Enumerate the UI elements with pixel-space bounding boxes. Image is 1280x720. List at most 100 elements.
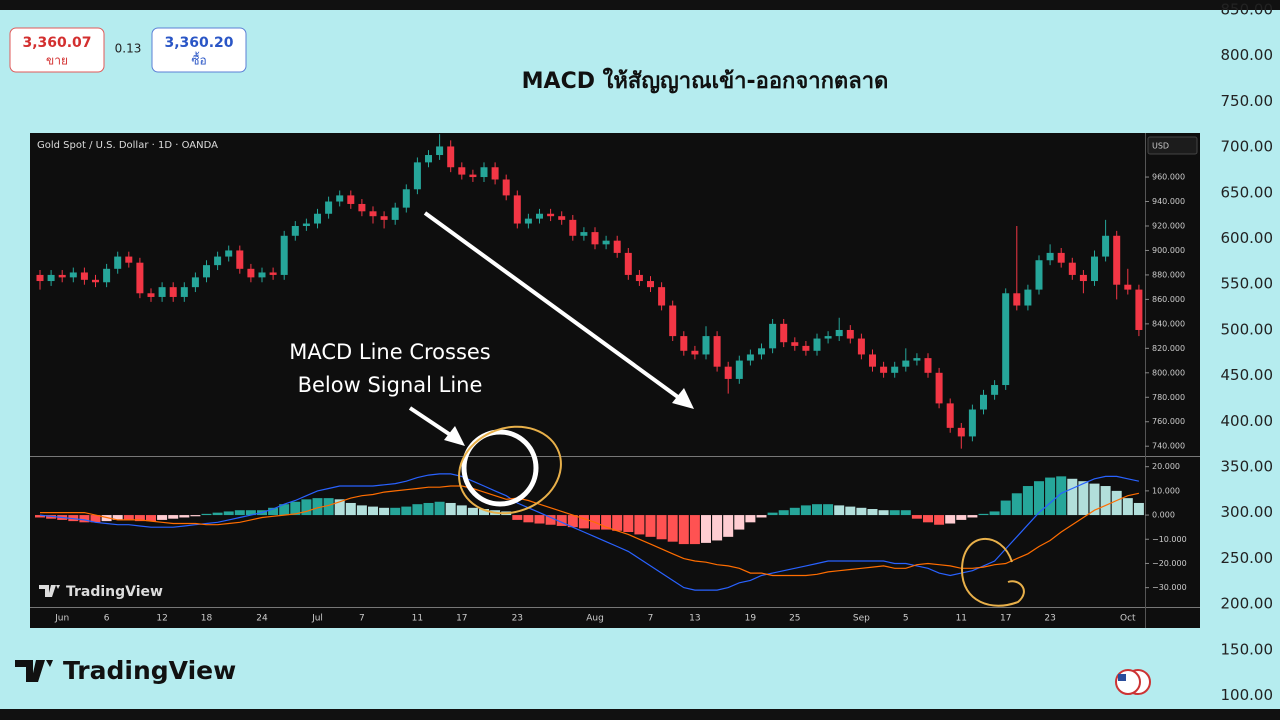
candle-body bbox=[780, 323, 788, 343]
histogram-bar bbox=[989, 511, 1000, 516]
spread: 0.13 bbox=[115, 42, 142, 56]
candle-body bbox=[36, 274, 44, 282]
candle-body bbox=[1091, 256, 1098, 282]
currency: USD bbox=[1152, 142, 1169, 151]
candle-body bbox=[946, 403, 954, 428]
ask-box[interactable] bbox=[151, 27, 247, 73]
histogram-bar bbox=[745, 515, 756, 523]
histogram-bar bbox=[812, 504, 822, 516]
candle-body bbox=[258, 272, 266, 278]
histogram-bar bbox=[467, 507, 478, 516]
flag-icon[interactable] bbox=[1115, 669, 1151, 695]
candle-body bbox=[280, 235, 288, 275]
annotation-line: Below Signal Line bbox=[298, 373, 483, 397]
currency-box[interactable] bbox=[1147, 136, 1198, 155]
candle-body bbox=[1002, 293, 1010, 386]
trend-arrow bbox=[423, 211, 684, 402]
histogram-bar bbox=[878, 510, 889, 516]
pointer-arrow bbox=[408, 406, 457, 440]
candle-body bbox=[469, 174, 477, 178]
highlight-circle bbox=[461, 429, 539, 507]
background-axis-label: 750.00 bbox=[1221, 92, 1274, 110]
candle-body bbox=[291, 225, 299, 236]
background-axis-label: 600.00 bbox=[1221, 229, 1274, 247]
histogram-bar bbox=[567, 515, 578, 528]
background-axis-label: 200.00 bbox=[1221, 595, 1274, 613]
histogram-bar bbox=[368, 506, 378, 516]
histogram-bar bbox=[834, 505, 845, 516]
symbol-label: Gold Spot / U.S. Dollar · 1D · OANDA bbox=[37, 140, 218, 151]
candle-body bbox=[602, 240, 610, 245]
candle-body bbox=[635, 274, 643, 282]
candle-body bbox=[413, 162, 421, 190]
histogram-bar bbox=[445, 502, 456, 516]
watermark-icon bbox=[39, 585, 60, 597]
candle-body bbox=[835, 329, 843, 337]
candle-body bbox=[402, 189, 410, 208]
flag-canton bbox=[1118, 674, 1126, 681]
histogram-bar bbox=[601, 515, 612, 530]
candle-body bbox=[924, 358, 932, 373]
plot: 960.000 940.000 920.000 900.000 880.000 860.0… bbox=[35, 134, 1187, 624]
candle-body bbox=[902, 360, 910, 367]
x-tick-label: 17 bbox=[1000, 614, 1011, 624]
histogram-bar bbox=[479, 509, 489, 516]
logo-icon bbox=[15, 660, 53, 682]
histogram-bar bbox=[301, 499, 312, 516]
histogram-bar bbox=[889, 510, 900, 516]
y-tick-label: 940.000 bbox=[1152, 197, 1185, 206]
candle-body bbox=[114, 256, 122, 269]
y-tick-label: 20.000 bbox=[1152, 462, 1180, 471]
x-tick-label: 17 bbox=[456, 614, 467, 624]
candle-body bbox=[813, 338, 821, 351]
candle-body bbox=[47, 274, 55, 282]
candle-body bbox=[591, 232, 599, 245]
histogram-bar bbox=[35, 515, 45, 518]
histogram-bar bbox=[146, 515, 156, 522]
annotation-line: MACD Line Crosses bbox=[289, 340, 491, 364]
y-tick-label: 960.000 bbox=[1152, 173, 1185, 182]
y-tick-label: −30.000 bbox=[1152, 583, 1187, 592]
background-axis-label: 350.00 bbox=[1221, 458, 1274, 476]
histogram-bar bbox=[190, 515, 201, 517]
candle-body bbox=[558, 216, 566, 220]
candle-body bbox=[691, 350, 699, 355]
histogram-bar bbox=[923, 515, 933, 523]
candle-body bbox=[425, 155, 432, 163]
page-title: MACD ให้สัญญาณเข้า-ออกจากตลาด bbox=[522, 67, 889, 94]
candle-body bbox=[624, 252, 632, 275]
candle-body bbox=[169, 287, 177, 297]
histogram-bar bbox=[678, 515, 689, 545]
y-tick-label: 860.000 bbox=[1152, 295, 1185, 304]
x-tick-label: 5 bbox=[903, 614, 909, 624]
candle-body bbox=[358, 203, 366, 212]
candle-body bbox=[713, 336, 721, 367]
x-tick-label: 12 bbox=[156, 614, 167, 624]
background-axis-label: 700.00 bbox=[1221, 138, 1274, 156]
candle-body bbox=[1124, 284, 1132, 290]
histogram-bar bbox=[201, 513, 212, 516]
x-tick-label: Sep bbox=[853, 614, 870, 624]
candle-body bbox=[458, 167, 466, 175]
histogram-bar bbox=[401, 506, 412, 516]
candle-body bbox=[980, 394, 987, 410]
histogram-bar bbox=[934, 515, 945, 525]
histogram-bar bbox=[1089, 483, 1100, 516]
background-axis-label: 800.00 bbox=[1221, 46, 1274, 64]
histogram-bar bbox=[534, 515, 545, 524]
histogram-bar bbox=[823, 504, 834, 516]
candle-body bbox=[580, 232, 588, 236]
candle-body bbox=[391, 207, 399, 220]
histogram-bar bbox=[967, 515, 978, 518]
histogram-bar bbox=[556, 515, 567, 526]
histogram-bar bbox=[945, 515, 956, 524]
histogram-bar bbox=[423, 502, 434, 516]
bid-box[interactable] bbox=[9, 27, 105, 73]
logo: TradingView bbox=[15, 656, 236, 685]
candle-body bbox=[957, 427, 965, 437]
watermark: TradingView bbox=[39, 584, 163, 600]
candle-body bbox=[480, 167, 488, 178]
x-tick-label: Oct bbox=[1120, 614, 1136, 624]
x-tick-label: 7 bbox=[648, 614, 654, 624]
